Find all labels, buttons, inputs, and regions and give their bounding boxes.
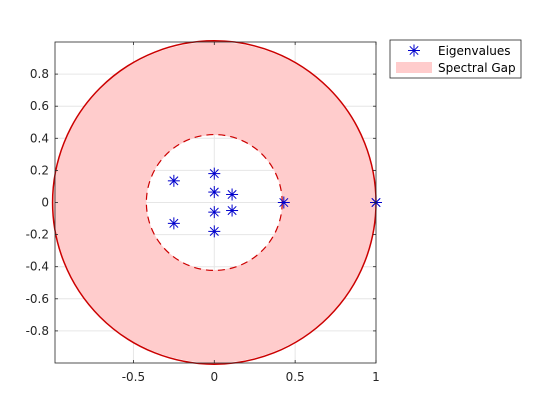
eigenvalue-point [226,188,239,201]
eigenvalue-point [167,217,180,230]
x-tick-label: 0 [210,370,218,384]
axis-ticks: -0.5 0 0.5 1 -0.8 -0.6 -0.4 -0.2 0 0.2 0.4 0.6 0.8 [26,42,380,384]
x-tick-label: 1 [372,370,380,384]
y-tick-label: 0.2 [30,163,49,177]
x-tick-label: 0.5 [286,370,305,384]
eigenvalue-point [208,225,221,238]
spectral-gap-region [52,41,376,363]
legend-eigenvalues-label: Eigenvalues [438,44,511,58]
y-tick-label: 0 [41,196,49,210]
legend-spectral-gap-label: Spectral Gap [438,61,516,75]
legend-eigenvalue-marker [408,44,420,57]
plot-area: -0.5 0 0.5 1 -0.8 -0.6 -0.4 -0.2 0 0.2 0.4 0.6 0.8 [26,40,382,384]
y-tick-label: -0.4 [26,260,49,274]
eigenvalue-point [208,186,221,199]
legend-spectral-gap-swatch [396,62,432,73]
y-tick-label: -0.6 [26,292,49,306]
eigenvalue-point [208,167,221,180]
y-tick-label: 0.8 [30,67,49,81]
eigenvalue-point [167,174,180,187]
eigenvalue-point [277,196,290,209]
y-tick-label: 0.6 [30,99,49,113]
y-tick-label: 0.4 [30,131,49,145]
legend: Eigenvalues Spectral Gap [389,39,522,79]
y-tick-label: -0.2 [26,228,49,242]
x-tick-label: -0.5 [122,370,145,384]
y-tick-label: -0.8 [26,324,49,338]
eigenvalue-point [208,206,221,219]
eigenvalue-point [226,204,239,217]
